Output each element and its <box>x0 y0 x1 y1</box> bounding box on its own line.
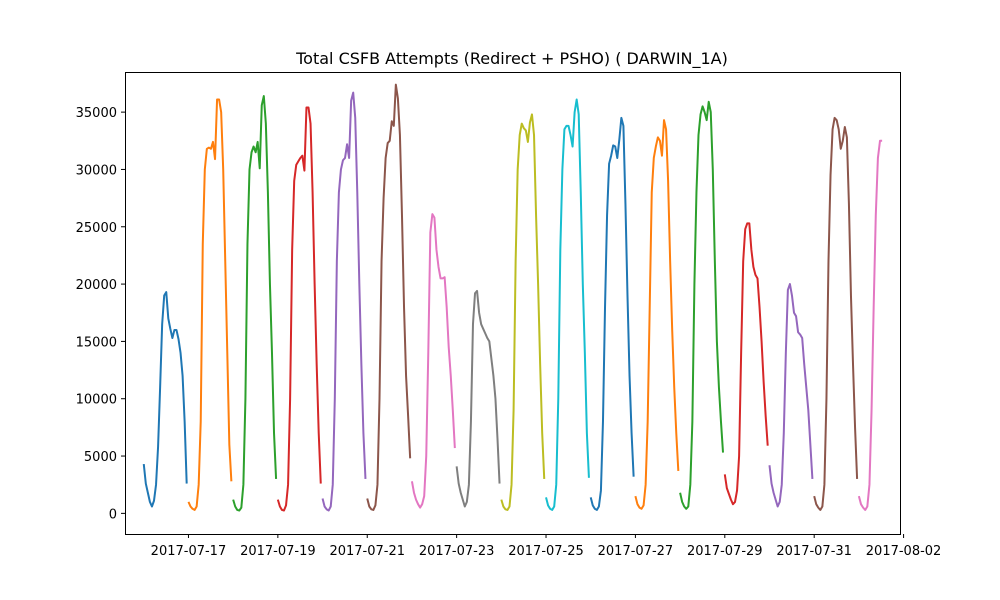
series-line-2017-07-26 <box>589 116 635 511</box>
x-tick-label: 2017-07-21 <box>329 544 405 559</box>
series-line-2017-07-16 <box>142 291 188 508</box>
series-line-2017-07-27 <box>634 119 680 510</box>
series-line-2017-08-01 <box>857 139 883 511</box>
series-line-2017-07-30 <box>768 283 814 508</box>
series-line-2017-07-23 <box>455 289 501 508</box>
series-layer <box>142 83 883 512</box>
series-line-2017-07-17 <box>187 98 233 511</box>
y-tick-label: 10000 <box>76 393 117 408</box>
axis-layer: 0 5000 10000 15000 20000 25000 30000 35000 2017-… <box>76 106 942 559</box>
series-line-2017-07-28 <box>679 100 725 510</box>
x-tick-label: 2017-07-31 <box>776 544 852 559</box>
y-tick-label: 20000 <box>76 278 117 293</box>
series-line-2017-07-25 <box>545 98 590 511</box>
y-tick-label: 35000 <box>76 106 117 121</box>
x-tick-label: 2017-07-17 <box>151 544 227 559</box>
x-tick-label: 2017-07-19 <box>240 544 316 559</box>
y-tick-label: 30000 <box>76 163 117 178</box>
series-line-2017-07-24 <box>500 113 546 511</box>
series-line-2017-07-20 <box>321 91 367 512</box>
x-tick-label: 2017-07-25 <box>508 544 584 559</box>
chart-title: Total CSFB Attempts (Redirect + PSHO) ( … <box>295 49 728 69</box>
y-tick-label: 15000 <box>76 335 117 350</box>
series-line-2017-07-19 <box>276 106 322 512</box>
series-line-2017-07-29 <box>723 222 769 506</box>
series-line-2017-07-31 <box>813 116 859 511</box>
plot-frame <box>125 72 901 535</box>
series-line-2017-07-18 <box>232 95 278 512</box>
y-tick-label: 5000 <box>84 450 117 465</box>
series-line-2017-07-22 <box>410 213 456 509</box>
x-tick-label: 2017-08-02 <box>866 544 942 559</box>
x-tick-label: 2017-07-23 <box>419 544 495 559</box>
x-tick-label: 2017-07-29 <box>687 544 763 559</box>
series-line-2017-07-21 <box>366 83 412 511</box>
y-tick-label: 25000 <box>76 221 117 236</box>
x-tick-label: 2017-07-27 <box>598 544 674 559</box>
y-tick-label: 0 <box>109 507 117 522</box>
